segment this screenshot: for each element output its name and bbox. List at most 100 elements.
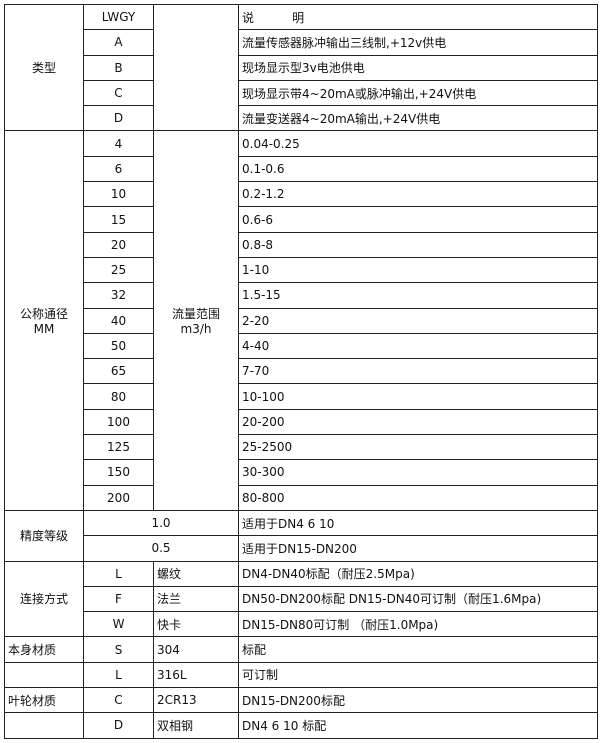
empty-cell — [4, 661, 84, 689]
table-row: 精度等级 1.0 适用于DN4 6 10 — [4, 509, 598, 562]
flow-range-label-text: 流量范围 — [171, 307, 220, 322]
diameter-value: 20 — [83, 231, 154, 258]
empty-cell — [4, 712, 84, 739]
flow-range-unit: m3/h — [180, 322, 212, 337]
type-desc: 流量变送器4~20mA输出,+24V供电 — [238, 105, 598, 132]
impeller-material-label: 叶轮材质 — [4, 687, 84, 714]
flow-range-value: 4-40 — [238, 332, 598, 360]
table-row: B 现场显示型3v电池供电 — [5, 54, 598, 81]
table-row: 6 0.1-0.6 — [5, 155, 598, 183]
desc-header: 说 明 — [238, 3, 598, 31]
table-row: 200 80-800 — [5, 484, 598, 511]
material-code: S — [83, 636, 154, 663]
table-row: C 现场显示带4~20mA或脉冲输出,+24V供电 — [5, 79, 598, 107]
flow-range-value: 10-100 — [238, 383, 598, 410]
table-row: 20 0.8-8 — [5, 231, 598, 258]
table-row: 15 0.6-6 — [5, 206, 598, 233]
flow-range-label: 流量范围 m3/h — [153, 130, 239, 511]
material-code: C — [83, 687, 154, 714]
accuracy-grade: 0.5 — [83, 535, 239, 562]
model-header: LWGY — [83, 3, 154, 31]
diameter-value: 6 — [83, 155, 154, 183]
diameter-value: 65 — [83, 358, 154, 385]
type-code: D — [83, 105, 154, 132]
diameter-value: 32 — [83, 282, 154, 309]
connection-code: L — [83, 560, 154, 587]
material-desc: 可订制 — [238, 661, 598, 689]
header-row: 类型 LWGY 说 明 — [4, 3, 598, 132]
table-row: D 流量变送器4~20mA输出,+24V供电 — [5, 105, 598, 132]
accuracy-desc: 适用于DN15-DN200 — [238, 535, 598, 562]
table-row: 25 1-10 — [5, 256, 598, 284]
diameter-value: 25 — [83, 256, 154, 284]
empty-cell — [153, 3, 239, 132]
type-desc: 现场显示带4~20mA或脉冲输出,+24V供电 — [238, 79, 598, 107]
table-row: A 流量传感器脉冲输出三线制,+12v供电 — [5, 29, 598, 56]
flow-range-value: 0.6-6 — [238, 206, 598, 233]
diameter-value: 4 — [83, 130, 154, 157]
table-row: W 快卡 DN15-DN80可订制 （耐压1.0Mpa) — [5, 611, 598, 638]
table-row: 50 4-40 — [5, 332, 598, 360]
type-code: C — [83, 79, 154, 107]
table-row: 10 0.2-1.2 — [5, 181, 598, 208]
spec-table: 类型 LWGY 说 明 A 流量传感器脉冲输出三线制,+12v供电 B 现场显示型3v… — [4, 3, 598, 739]
diameter-unit: MM — [33, 322, 55, 337]
table-row: 40 2-20 — [5, 307, 598, 334]
flow-range-value: 25-2500 — [238, 434, 598, 461]
type-code: A — [83, 29, 154, 56]
flow-range-value: 1-10 — [238, 256, 598, 284]
flow-range-value: 0.04-0.25 — [238, 130, 598, 157]
diameter-value: 100 — [83, 408, 154, 436]
table-row: 125 25-2500 — [5, 434, 598, 461]
flow-range-value: 1.5-15 — [238, 282, 598, 309]
table-row: 150 30-300 — [5, 459, 598, 486]
table-row: 叶轮材质 C 2CR13 DN15-DN200标配 — [4, 687, 598, 714]
flow-range-value: 2-20 — [238, 307, 598, 334]
accuracy-grade: 1.0 — [83, 509, 239, 537]
table-row: D 双相钢 DN4 6 10 标配 — [4, 712, 598, 739]
connection-desc: DN4-DN40标配（耐压2.5Mpa) — [238, 560, 598, 587]
material-name: 304 — [153, 636, 239, 663]
material-name: 2CR13 — [153, 687, 239, 714]
diameter-value: 15 — [83, 206, 154, 233]
table-row: 65 7-70 — [5, 358, 598, 385]
flow-range-value: 0.8-8 — [238, 231, 598, 258]
connection-desc: DN50-DN200标配 DN15-DN40可订制（耐压1.6Mpa) — [238, 585, 598, 613]
table-row: 连接方式 L 螺纹 DN4-DN40标配（耐压2.5Mpa) — [4, 560, 598, 638]
diameter-value: 125 — [83, 434, 154, 461]
flow-range-value: 20-200 — [238, 408, 598, 436]
flow-range-value: 0.2-1.2 — [238, 181, 598, 208]
material-code: L — [83, 661, 154, 689]
diameter-label: 公称通径 MM — [4, 130, 84, 511]
material-desc: DN4 6 10 标配 — [238, 712, 598, 739]
diameter-value: 150 — [83, 459, 154, 486]
material-name: 双相钢 — [153, 712, 239, 739]
material-desc: 标配 — [238, 636, 598, 663]
material-desc: DN15-DN200标配 — [238, 687, 598, 714]
flow-range-value: 0.1-0.6 — [238, 155, 598, 183]
diameter-value: 200 — [83, 484, 154, 511]
table-row: 32 1.5-15 — [5, 282, 598, 309]
material-name: 316L — [153, 661, 239, 689]
flow-range-value: 80-800 — [238, 484, 598, 511]
connection-code: F — [83, 585, 154, 613]
type-code: B — [83, 54, 154, 81]
connection-code: W — [83, 611, 154, 638]
table-row: F 法兰 DN50-DN200标配 DN15-DN40可订制（耐压1.6Mpa) — [5, 585, 598, 613]
material-code: D — [83, 712, 154, 739]
table-row: 100 20-200 — [5, 408, 598, 436]
type-desc: 现场显示型3v电池供电 — [238, 54, 598, 81]
body-material-label: 本身材质 — [4, 636, 84, 663]
accuracy-label: 精度等级 — [4, 509, 84, 562]
accuracy-desc: 适用于DN4 6 10 — [238, 509, 598, 537]
diameter-value: 10 — [83, 181, 154, 208]
diameter-value: 50 — [83, 332, 154, 360]
connection-label: 连接方式 — [4, 560, 84, 638]
table-row: 0.5 适用于DN15-DN200 — [5, 535, 598, 562]
diameter-value: 80 — [83, 383, 154, 410]
table-row: 80 10-100 — [5, 383, 598, 410]
table-row: 本身材质 S 304 标配 — [4, 636, 598, 663]
flow-range-value: 7-70 — [238, 358, 598, 385]
table-row: 公称通径 MM 4 流量范围 m3/h 0.04-0.25 — [4, 130, 598, 511]
type-label: 类型 — [4, 3, 84, 132]
